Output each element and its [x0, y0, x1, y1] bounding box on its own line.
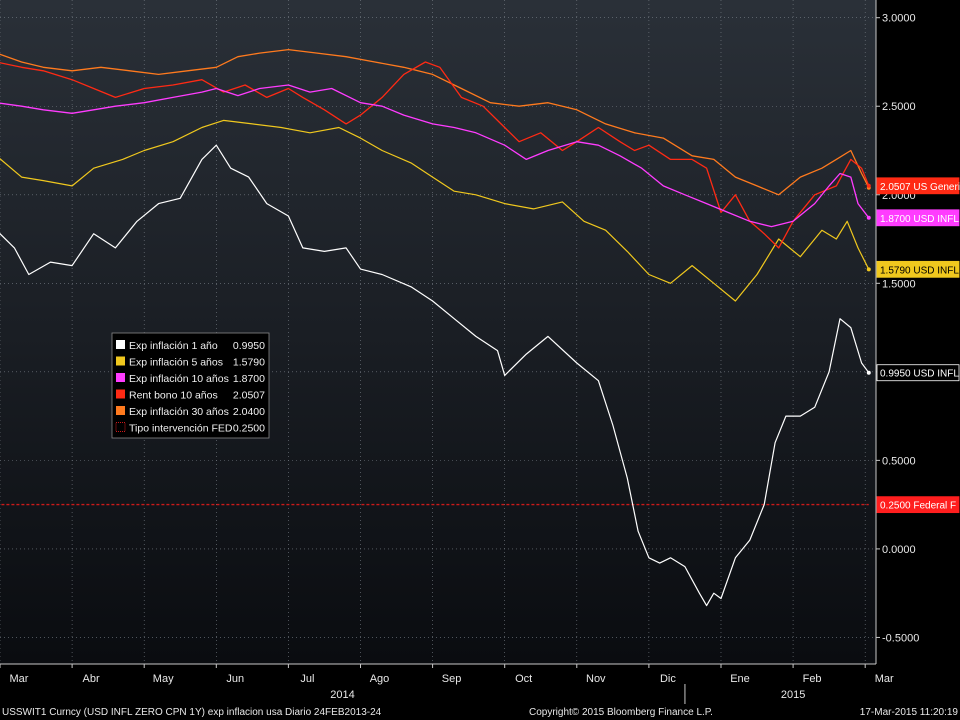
- legend-label: Exp inflación 30 años: [129, 406, 229, 418]
- x-tick-label: Feb: [803, 673, 822, 685]
- value-tag-label: 1.5790 USD INFL: [880, 265, 959, 276]
- value-tag-box: [876, 177, 960, 195]
- legend-swatch: [116, 389, 125, 399]
- legend-entry: Exp inflación 5 años 1.5790: [116, 356, 265, 369]
- y-tick-label: -0.5000: [882, 632, 919, 644]
- series-lines: [0, 48, 871, 607]
- legend-entry: Exp inflación 30 años 2.0400: [116, 406, 265, 418]
- value-tag-label: 2.0507 US Generi: [880, 182, 960, 193]
- series-line: [0, 61, 870, 249]
- x-tick-label: May: [153, 673, 174, 685]
- series-line: [0, 48, 870, 196]
- value-tag: 1.5790 USD INFL: [876, 260, 960, 278]
- gridlines: [0, 0, 876, 664]
- bottom-axis-background: [0, 664, 960, 704]
- series-line: [0, 84, 870, 228]
- y-tick-label: 0.0000: [882, 544, 916, 556]
- value-tags: 0.9950 USD INFL 1.5790 USD INFL 1.8700 USD…: [876, 177, 960, 514]
- legend-box: [111, 332, 270, 439]
- value-tag-label: 0.2500 Federal F: [880, 501, 956, 512]
- value-tag: 2.0507 US Generi: [876, 177, 960, 195]
- legend-label: Exp inflación 1 año: [129, 340, 218, 352]
- series-line: [0, 119, 870, 302]
- legend-swatch: [116, 340, 125, 349]
- plot-background: [0, 0, 876, 664]
- y-tick-label: 1.5000: [882, 278, 916, 290]
- series-end-point: [866, 370, 871, 375]
- x-tick-label: Dic: [660, 673, 676, 685]
- x-tick-label: Sep: [442, 673, 462, 685]
- x-tick-label: Mar: [875, 673, 894, 685]
- legend-swatch: [115, 422, 126, 432]
- legend-swatch: [116, 356, 125, 366]
- x-tick-label: Ago: [370, 673, 390, 685]
- legend-label: Rent bono 10 años: [129, 390, 218, 402]
- footer-timestamp: 17-Mar-2015 11:20:19: [860, 707, 959, 718]
- value-tag-label: 1.8700 USD INFL: [880, 214, 959, 225]
- legend-value: 1.5790: [233, 357, 265, 369]
- legend-label: Tipo intervención FED: [129, 423, 233, 435]
- year-label: 2014: [330, 689, 354, 701]
- x-tick-label: Mar: [10, 673, 29, 685]
- x-tick-label: Oct: [515, 673, 532, 685]
- x-tick-label: Ene: [730, 673, 750, 685]
- y-tick-label: 0.5000: [882, 455, 916, 467]
- legend-entry: Rent bono 10 años 2.0507: [116, 389, 265, 402]
- footer-ticker: USSWIT1 Curncy (USD INFL ZERO CPN 1Y) ex…: [2, 707, 382, 718]
- legend-entry: Exp inflación 10 años 1.8700: [116, 373, 265, 385]
- value-tag-box: [876, 364, 960, 382]
- value-tag-box: [876, 209, 960, 227]
- legend-entry: Tipo intervención FED 0.2500: [115, 422, 265, 435]
- year-label: 2015: [781, 689, 805, 701]
- legend-value: 2.0507: [233, 390, 265, 402]
- x-tick-label: Nov: [586, 673, 606, 685]
- value-tag-box: [876, 260, 960, 278]
- value-tag: 0.2500 Federal F: [876, 496, 960, 514]
- right-axis-background: [876, 0, 960, 664]
- series-end-point: [866, 267, 871, 272]
- legend-value: 0.9950: [233, 340, 265, 352]
- x-tick-label: Jun: [226, 673, 244, 685]
- legend-value: 0.2500: [233, 423, 265, 435]
- legend-swatch: [116, 373, 125, 382]
- value-tag-box: [876, 496, 960, 514]
- y-tick-label: 2.5000: [882, 101, 916, 113]
- footer-copyright: Copyright© 2015 Bloomberg Finance L.P.: [529, 707, 713, 718]
- x-tick-label: Jul: [300, 673, 314, 685]
- series-line: [0, 144, 870, 607]
- value-tag: 1.8700 USD INFL: [876, 209, 960, 227]
- y-tick-label: 3.0000: [882, 13, 916, 25]
- x-tick-label: Abr: [83, 673, 100, 685]
- series-end-point: [866, 215, 871, 220]
- legend-label: Exp inflación 10 años: [129, 373, 229, 385]
- series-end-point: [866, 183, 871, 188]
- x-axis: Mar Abr May Jun Jul Ago Sep Oct Nov Dic Ene Feb Mar 2…: [0, 664, 894, 704]
- legend-swatch: [116, 406, 125, 415]
- footer: USSWIT1 Curncy (USD INFL ZERO CPN 1Y) ex…: [2, 707, 958, 718]
- legend-entry: Exp inflación 1 año 0.9950: [116, 340, 265, 352]
- legend-value: 1.8700: [233, 373, 265, 385]
- legend-label: Exp inflación 5 años: [129, 357, 223, 369]
- value-tag-label: 0.9950 USD INFL: [880, 369, 959, 380]
- legend: Exp inflación 1 año 0.9950 Exp inflación 5…: [111, 332, 270, 439]
- value-tag: 0.9950 USD INFL: [876, 364, 960, 382]
- legend-value: 2.0400: [233, 406, 265, 418]
